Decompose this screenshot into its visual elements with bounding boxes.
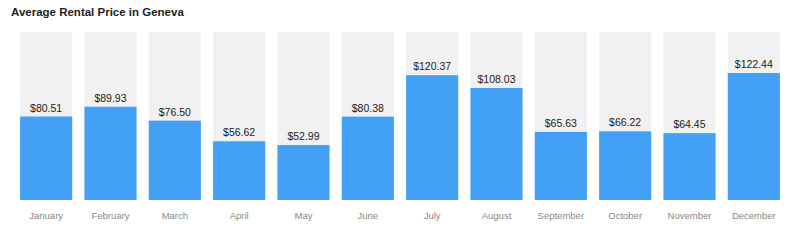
data-label: $66.22 [609,116,641,128]
data-label: $64.45 [673,118,705,130]
data-label: $108.03 [478,73,516,85]
bar [149,121,201,200]
data-label: $65.63 [545,117,577,129]
range-column [213,32,265,200]
bars [20,73,780,200]
x-tick-label: December [732,210,776,221]
bar [213,141,265,200]
data-label: $80.38 [352,102,384,114]
range-column [149,32,201,200]
chart-title: Average Rental Price in Geneva [11,6,184,18]
range-column [728,32,780,200]
bar [342,117,394,200]
x-tick-labels: January February March April May June July Augu… [29,210,775,221]
x-tick-label: August [482,210,512,221]
range-column [535,32,587,200]
bar [20,117,72,200]
range-column [470,32,522,200]
x-tick-label: October [608,210,642,221]
bar [406,75,458,200]
x-tick-label: November [668,210,712,221]
x-tick-label: April [230,210,249,221]
bar [728,73,780,200]
x-tick-label: May [295,210,313,221]
x-tick-label: March [162,210,188,221]
x-tick-label: July [424,210,441,221]
data-label: $122.44 [735,58,773,70]
range-column [599,32,651,200]
bar [599,131,651,200]
data-label: $89.93 [94,92,126,104]
range-column [277,32,329,200]
range-column [20,32,72,200]
bar [663,133,715,200]
chart-svg: Average Rental Price in Geneva $80.51 $89.… [0,0,800,232]
data-label: $120.37 [413,60,451,72]
bar [84,107,136,200]
x-tick-label: September [538,210,584,221]
range-column [406,32,458,200]
bar [535,132,587,200]
bar [470,88,522,200]
data-label: $52.99 [287,130,319,142]
range-columns [20,32,780,200]
range-column [84,32,136,200]
data-labels: $80.51 $89.93 $76.50 $56.62 $52.99 $80.38 $120… [30,58,773,142]
range-column [342,32,394,200]
x-tick-label: February [91,210,129,221]
data-label: $80.51 [30,102,62,114]
chart-container: Average Rental Price in Geneva $80.51 $89.… [0,0,800,232]
data-label: $56.62 [223,126,255,138]
bar [277,145,329,200]
range-column [663,32,715,200]
x-tick-label: June [358,210,379,221]
data-label: $76.50 [159,106,191,118]
x-tick-label: January [29,210,63,221]
